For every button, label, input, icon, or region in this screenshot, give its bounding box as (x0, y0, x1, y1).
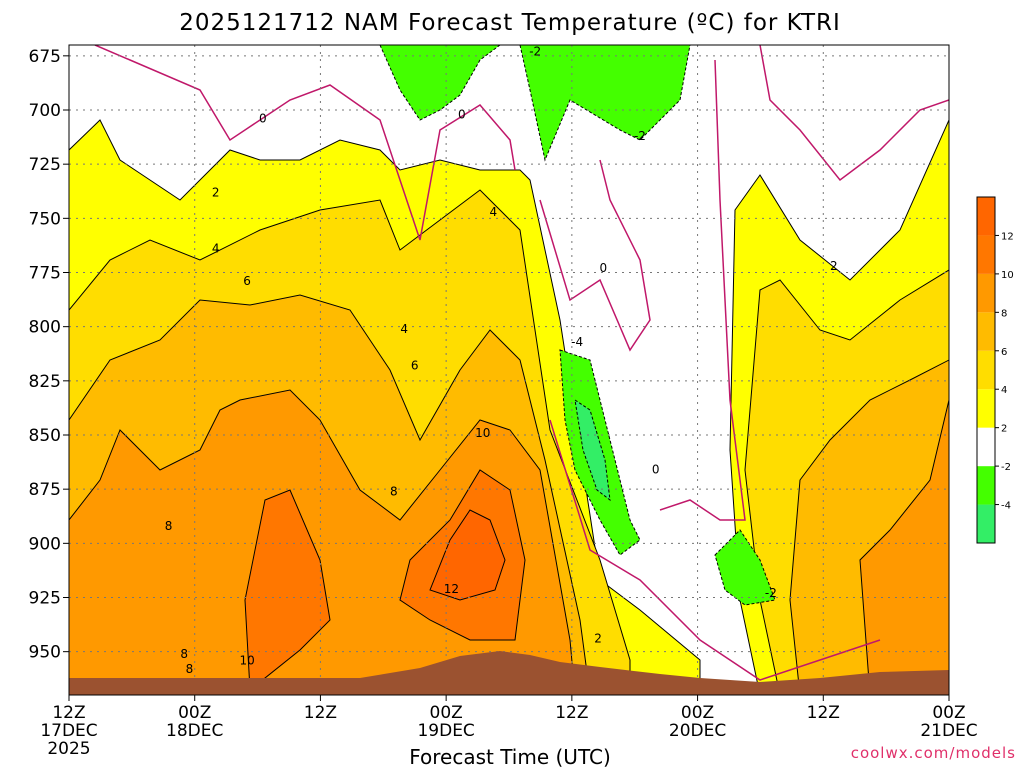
band-green-top (379, 45, 501, 121)
contour-label: 2 (830, 259, 838, 273)
x-tick-label: 19DEC (417, 721, 474, 741)
x-tick-label: 12Z (304, 703, 337, 723)
colorbar-label: 4 (1001, 385, 1007, 396)
band-max (429, 509, 506, 601)
x-tick-label: 00Z (178, 703, 211, 723)
colorbar-swatch (977, 312, 995, 351)
x-tick-label: 18DEC (166, 721, 223, 741)
y-tick-label: 825 (29, 372, 61, 392)
colorbar-swatch (977, 235, 995, 274)
contour-label: 10 (475, 426, 490, 440)
colorbar-label: 6 (1001, 347, 1007, 358)
x-tick-label: 12Z (52, 703, 85, 723)
contour-label: 8 (180, 647, 188, 661)
zero-contour-tail (659, 59, 746, 521)
x-tick-label: 12Z (555, 703, 588, 723)
colorbar-label: -2 (1001, 462, 1011, 473)
contour-label: 10 (239, 653, 254, 667)
y-tick-label: 750 (29, 209, 61, 229)
band-green-right (714, 529, 776, 606)
contour-label: 8 (186, 662, 194, 676)
colorbar-label: 8 (1001, 308, 1007, 319)
x-tick-label: 17DEC (40, 721, 97, 741)
contour-label: 4 (400, 322, 408, 336)
colorbar-label: 10 (1001, 270, 1014, 281)
colorbar-swatch (977, 466, 995, 505)
contour-label: -2 (634, 129, 646, 143)
y-tick-label: 900 (29, 534, 61, 554)
y-tick-label: 950 (29, 643, 61, 663)
colorbar-label: 12 (1001, 231, 1014, 242)
contour-label: 2 (212, 185, 220, 199)
y-axis: 675 700 725 750 775 800 825 850 875 900 925 950 (29, 47, 69, 663)
x-tick-label: 00Z (932, 703, 965, 723)
contour-label: -4 (571, 335, 583, 349)
colorbar-swatch (977, 427, 995, 467)
colorbar-swatch (977, 197, 995, 236)
x-tick-label: 2025 (47, 739, 90, 759)
band-orange-right (859, 399, 949, 695)
plot-frame (68, 44, 950, 696)
y-tick-label: 850 (29, 426, 61, 446)
band-green-top-2 (519, 45, 691, 162)
y-tick-label: 775 (29, 264, 61, 284)
contour-label: 0 (599, 261, 607, 275)
contour-label: 2 (594, 632, 602, 646)
y-tick-label: 700 (29, 101, 61, 121)
contour-label: 6 (411, 359, 419, 373)
contour-label: 0 (458, 107, 466, 121)
y-tick-label: 800 (29, 318, 61, 338)
zero-contour-low (549, 419, 881, 681)
colorbar-label: 2 (1001, 424, 1007, 435)
colorbar-swatch (977, 389, 995, 428)
band-green-mid-inner (574, 398, 611, 502)
terrain (69, 651, 949, 695)
x-tick-label: 21DEC (920, 721, 977, 741)
contour-label: 4 (212, 242, 220, 256)
contour-label: 8 (165, 519, 173, 533)
band-dark-orange (244, 489, 331, 691)
colorbar-swatch (977, 350, 995, 390)
x-tick-label: 00Z (681, 703, 714, 723)
contour-label: 12 (444, 582, 459, 596)
colorbar: -4 -2 2 4 6 8 10 12 (976, 196, 1014, 544)
x-tick-label: 12Z (807, 703, 840, 723)
zero-contour-mid (539, 159, 651, 352)
zero-contour-right (759, 45, 949, 182)
contour-label: -2 (765, 586, 777, 600)
contour-label: 8 (390, 484, 398, 498)
y-tick-label: 725 (29, 155, 61, 175)
credit-text: coolwx.com/models (851, 744, 1016, 762)
colorbar-swatch (977, 504, 995, 543)
y-tick-label: 925 (29, 589, 61, 609)
x-tick-label: 20DEC (669, 721, 726, 741)
contour-label: 6 (243, 274, 251, 288)
contour-label: 0 (259, 112, 267, 126)
chart-title: 2025121712 NAM Forecast Temperature (ºC)… (179, 10, 841, 36)
zero-contour-left (94, 45, 516, 241)
x-axis-label: Forecast Time (UTC) (409, 745, 611, 768)
colorbar-label: -4 (1001, 501, 1011, 512)
contour-label: -2 (529, 45, 541, 59)
colorbar-frame (976, 196, 996, 544)
colorbar-swatch (977, 273, 995, 313)
y-tick-label: 675 (29, 47, 61, 67)
contour-label: 0 (652, 463, 660, 477)
contour-label: 4 (489, 205, 497, 219)
x-tick-label: 00Z (430, 703, 463, 723)
y-tick-label: 875 (29, 480, 61, 500)
